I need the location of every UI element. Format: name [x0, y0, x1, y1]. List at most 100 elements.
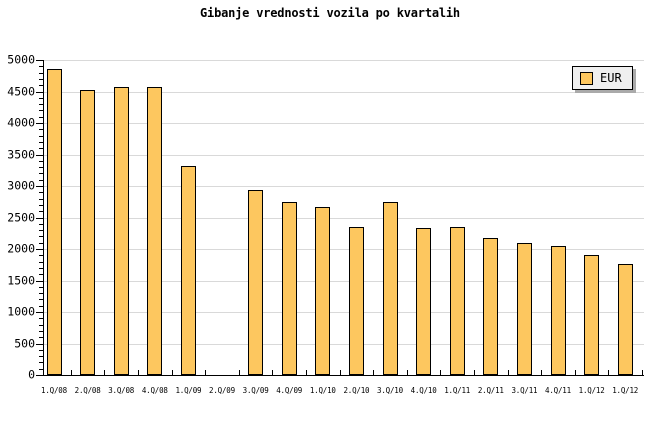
y-axis-minor-tick [39, 204, 43, 206]
x-axis-tick [373, 370, 375, 375]
y-axis-minor-tick [39, 135, 43, 137]
y-axis-minor-tick [39, 261, 43, 263]
x-axis-label: 2.Q/10 [343, 386, 370, 395]
y-axis-major-tick [36, 280, 43, 282]
y-axis-major-tick [36, 91, 43, 93]
y-axis-minor-tick [39, 116, 43, 118]
y-axis-minor-tick [39, 236, 43, 238]
y-axis-minor-tick [39, 223, 43, 225]
x-axis-label: 1.Q/12 [578, 386, 605, 395]
y-axis-minor-tick [39, 293, 43, 295]
bar-2-q-10 [348, 226, 364, 375]
y-axis-minor-tick [39, 356, 43, 358]
y-axis-minor-tick [39, 368, 43, 370]
y-axis-major-tick [36, 154, 43, 156]
bar-4-q-09 [281, 202, 297, 375]
x-axis-tick [70, 370, 72, 375]
x-axis-tick [306, 370, 307, 375]
x-axis-label: 4.Q/10 [410, 386, 437, 395]
bar-3-q-11 [516, 242, 532, 375]
gridline [43, 123, 644, 124]
y-axis-minor-tick [39, 337, 43, 339]
y-axis-minor-tick [39, 110, 43, 112]
y-axis-major-tick [36, 312, 43, 313]
x-axis-label: 3.Q/09 [242, 386, 269, 395]
x-axis-label: 2.Q/11 [477, 386, 504, 395]
y-axis-minor-tick [39, 66, 43, 68]
x-axis-tick [171, 370, 173, 375]
y-axis-major-tick [36, 217, 43, 219]
y-axis-label: 2500 [7, 209, 35, 224]
x-axis-label: 1.Q/09 [175, 386, 202, 395]
y-axis-minor-tick [39, 242, 43, 244]
y-axis-minor-tick [39, 330, 43, 332]
y-axis-label: 3500 [7, 146, 35, 161]
x-axis-label: 1.Q/11 [444, 386, 471, 395]
x-axis-tick [440, 370, 442, 375]
gridline [43, 91, 644, 93]
bar-1-q-12 [584, 255, 600, 375]
x-axis-label: 2.Q/08 [74, 386, 101, 395]
x-axis-label: 1.Q/08 [41, 386, 67, 395]
y-axis-major-tick [36, 343, 43, 345]
y-axis-minor-tick [39, 255, 43, 257]
bar-3-q-08 [113, 87, 129, 375]
y-axis-minor-tick [39, 97, 43, 99]
bar-1-q-11 [449, 226, 465, 375]
y-axis-minor-tick [39, 211, 43, 213]
y-axis-minor-tick [39, 104, 43, 106]
y-axis-minor-tick [39, 160, 43, 162]
x-axis-tick [507, 370, 509, 375]
bar-4-q-08 [147, 87, 163, 375]
x-axis-label: 1.Q/10 [309, 386, 336, 395]
x-axis-tick [138, 370, 139, 375]
x-axis-label: 3.Q/11 [511, 386, 538, 395]
y-axis-major-tick [36, 123, 43, 124]
x-axis-tick [406, 370, 408, 375]
x-axis-tick [272, 370, 274, 375]
y-axis-minor-tick [39, 72, 43, 74]
y-axis-minor-tick [39, 85, 43, 87]
y-axis-label: 2000 [7, 241, 35, 256]
y-axis-label: 500 [14, 335, 35, 350]
x-axis-tick [541, 370, 543, 375]
y-axis-minor-tick [39, 318, 43, 320]
y-axis-minor-tick [39, 362, 43, 364]
x-axis-label: 4.Q/09 [276, 386, 303, 395]
y-axis-label: 5000 [7, 52, 35, 67]
legend-label: EUR [600, 71, 622, 85]
y-axis-line [43, 60, 44, 376]
x-axis-tick [205, 370, 207, 375]
y-axis-minor-tick [39, 349, 43, 351]
bar-2-q-08 [80, 90, 96, 375]
bar-4-q-11 [550, 246, 566, 375]
x-axis-line [43, 375, 644, 376]
legend-box: EUR [572, 66, 633, 90]
y-axis-major-tick [36, 60, 43, 61]
y-axis-label: 1500 [7, 272, 35, 287]
y-axis-label: 4000 [7, 115, 35, 130]
y-axis-label: 4500 [7, 83, 35, 98]
bar-1-q-09 [180, 165, 196, 375]
y-axis-minor-tick [39, 198, 43, 200]
gridline [43, 312, 644, 313]
x-axis-tick [474, 370, 475, 375]
x-axis-label: 3.Q/08 [108, 386, 135, 395]
bar-3-q-10 [382, 202, 398, 375]
y-axis-minor-tick [39, 305, 43, 307]
gridline [43, 343, 644, 345]
bar-4-q-10 [416, 227, 432, 375]
bar-1-q-12 [617, 264, 633, 375]
y-axis-minor-tick [39, 230, 43, 232]
legend-swatch-eur [580, 71, 593, 85]
y-axis-minor-tick [39, 267, 43, 269]
y-axis-minor-tick [39, 148, 43, 150]
x-axis-label: 4.Q/11 [545, 386, 571, 395]
x-axis-tick [104, 370, 106, 375]
x-axis-label: 1.Q/12 [612, 386, 639, 395]
y-axis-minor-tick [39, 192, 43, 194]
y-axis-label: 3000 [7, 178, 35, 193]
gridline [43, 280, 644, 282]
bar-1-q-10 [315, 206, 331, 375]
chart-title: Gibanje vrednosti vozila po kvartalih [200, 6, 460, 20]
